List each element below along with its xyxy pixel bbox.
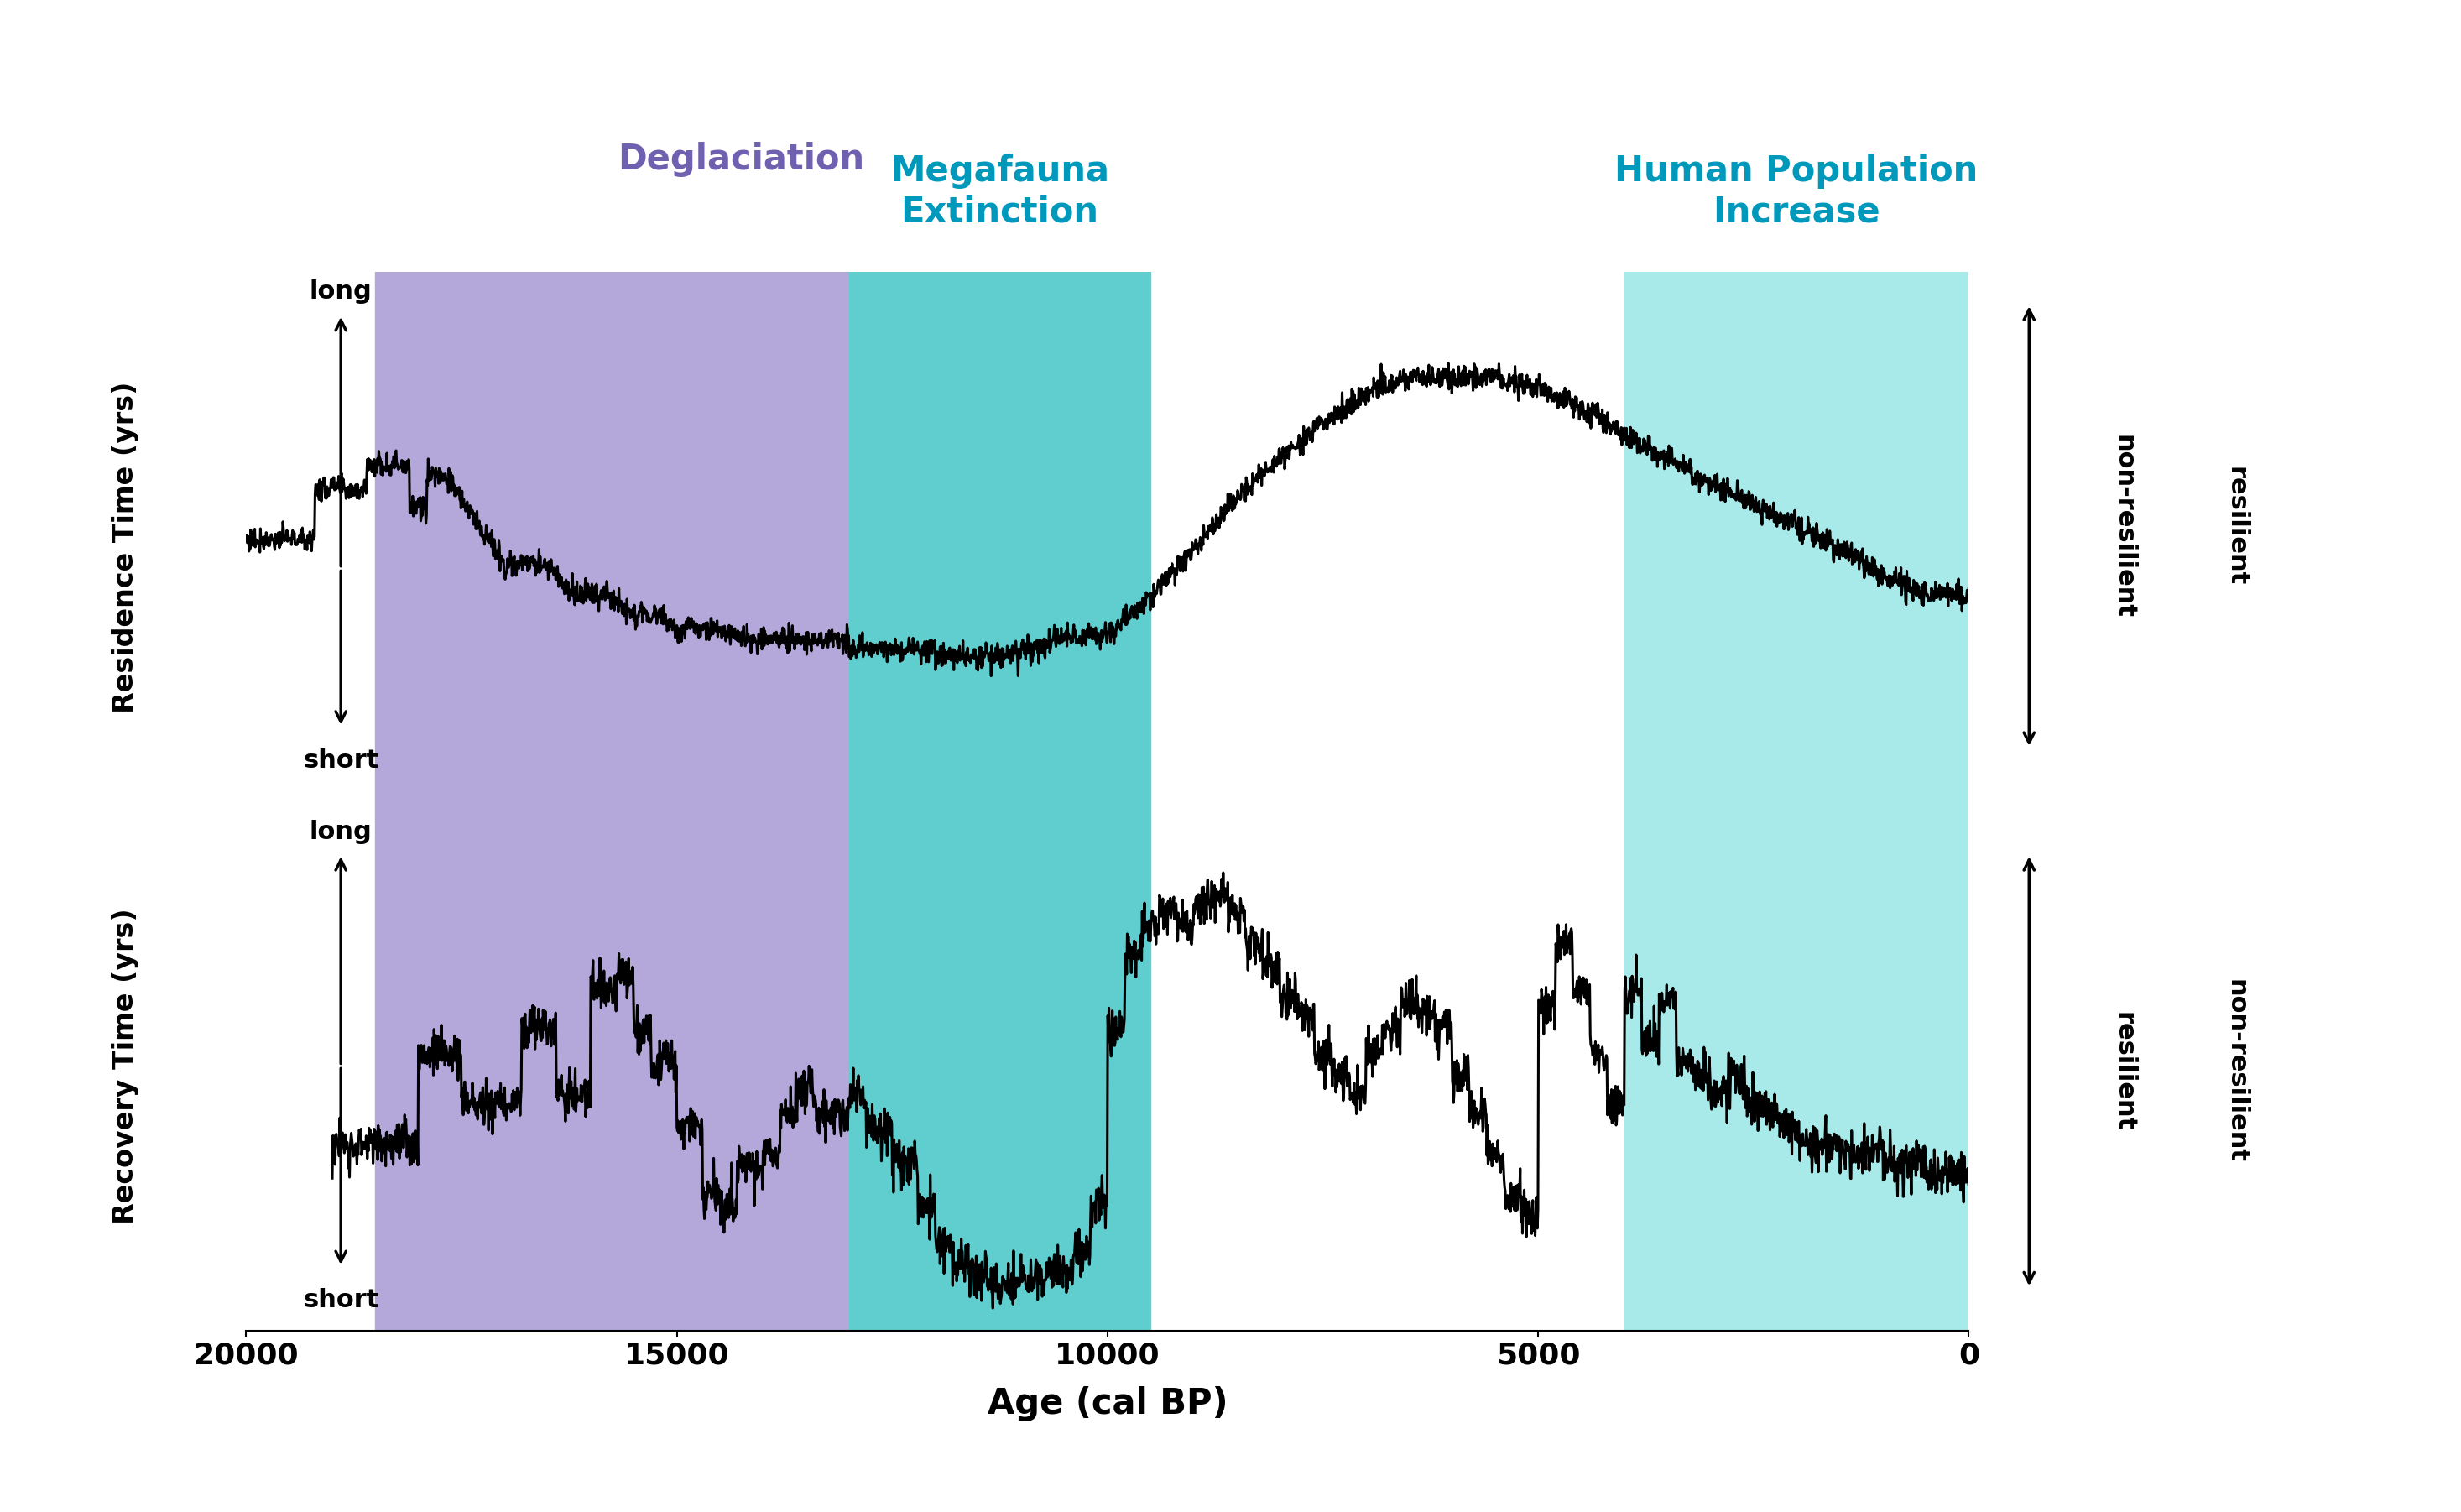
Text: Megafauna
Extinction: Megafauna Extinction [891, 154, 1110, 230]
Bar [1624, 272, 1969, 1331]
Bar [377, 272, 1107, 1331]
Text: Deglaciation: Deglaciation [618, 142, 864, 177]
Text: long: long [310, 820, 372, 844]
Text: resilient: resilient [2225, 467, 2247, 585]
Bar [849, 272, 1152, 1331]
Text: resilient: resilient [2112, 1012, 2136, 1131]
Text: non-resilient: non-resilient [2225, 980, 2247, 1163]
Text: short: short [303, 748, 379, 773]
X-axis label: Age (cal BP): Age (cal BP) [987, 1387, 1228, 1421]
Text: short: short [303, 1288, 379, 1312]
Text: Residence Time (yrs): Residence Time (yrs) [111, 381, 140, 714]
Text: non-resilient: non-resilient [2112, 434, 2136, 618]
Text: Recovery Time (yrs): Recovery Time (yrs) [111, 907, 140, 1225]
Text: Human Population
Increase: Human Population Increase [1614, 154, 1979, 230]
Text: long: long [310, 280, 372, 304]
